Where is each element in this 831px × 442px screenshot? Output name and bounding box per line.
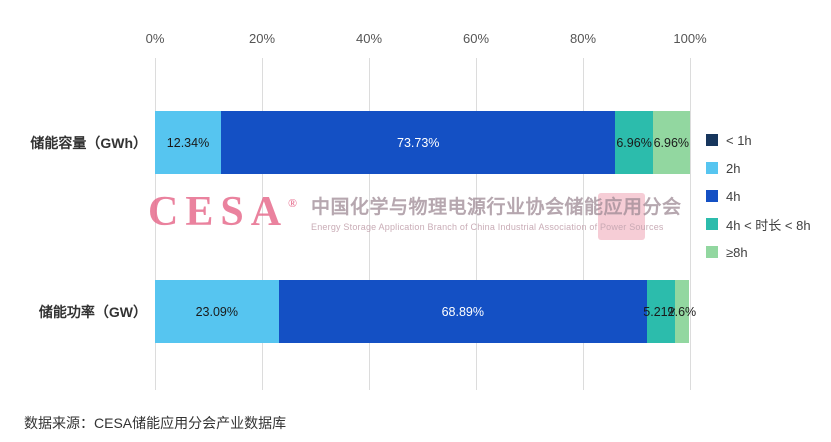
legend-label: < 1h <box>726 132 752 148</box>
bar-segment-label: 12.34% <box>166 135 210 150</box>
x-axis-tick: 0% <box>145 31 165 46</box>
row-label-capacity: 储能容量（GWh） <box>30 135 147 151</box>
legend-label: 4h <box>726 188 741 204</box>
legend-swatch <box>706 162 718 174</box>
source-note: 数据来源：CESA储能应用分会产业数据库 <box>24 415 287 431</box>
bar-segment-label: 6.96% <box>616 135 652 150</box>
registered-mark: ® <box>288 196 298 210</box>
bar-segment: 23.09% <box>155 280 279 343</box>
gridline <box>155 58 156 390</box>
gridline <box>369 58 370 390</box>
gridline <box>476 58 477 390</box>
bar-capacity: 12.34% 73.73% 6.96% 6.96% <box>155 111 690 174</box>
legend-swatch <box>706 134 718 146</box>
legend-swatch <box>706 246 718 258</box>
gridline <box>583 58 584 390</box>
bar-segment: 12.34% <box>155 111 222 174</box>
bar-segment: 5.21% <box>643 280 679 343</box>
x-axis-tick: 40% <box>355 31 383 46</box>
x-axis-tick: 100% <box>673 31 707 46</box>
bar-power: 23.09% 68.89% 5.21% 2.6% <box>155 280 696 343</box>
bar-segment-label: 5.21% <box>643 304 679 319</box>
legend-swatch <box>706 190 718 202</box>
cesa-logo: CESA® <box>148 191 297 233</box>
x-axis-tick: 80% <box>569 31 597 46</box>
bar-segment: 2.6% <box>668 280 696 343</box>
legend: < 1h 2h 4h 4h < 时长 < 8h ≥8h <box>706 126 811 266</box>
bar-segment: 6.96% <box>615 111 653 174</box>
bar-segment-label: 2.6% <box>667 304 697 319</box>
bar-segment-label: 23.09% <box>195 304 238 319</box>
gridline <box>690 58 691 390</box>
legend-label: ≥8h <box>726 244 748 260</box>
bar-segment: 73.73% <box>221 111 616 174</box>
legend-label: 4h < 时长 < 8h <box>726 217 811 233</box>
legend-item: < 1h <box>706 126 811 154</box>
bar-segment-label: 6.96% <box>653 135 690 150</box>
row-label-power: 储能功率（GW） <box>38 304 147 320</box>
legend-item: 4h < 时长 < 8h <box>706 210 811 238</box>
bar-segment-label: 73.73% <box>397 135 440 150</box>
bar-segment-label: 68.89% <box>441 304 484 319</box>
gridline <box>262 58 263 390</box>
legend-item: 4h <box>706 182 811 210</box>
cesa-logo-text: CESA <box>148 189 289 235</box>
legend-label: 2h <box>726 160 741 176</box>
x-axis-tick: 60% <box>462 31 490 46</box>
bar-segment: 68.89% <box>278 280 648 343</box>
legend-swatch <box>706 218 718 230</box>
watermark-stamp <box>598 193 645 240</box>
bar-segment: 6.96% <box>652 111 690 174</box>
legend-item: ≥8h <box>706 238 811 266</box>
x-axis-tick: 20% <box>248 31 276 46</box>
legend-item: 2h <box>706 154 811 182</box>
